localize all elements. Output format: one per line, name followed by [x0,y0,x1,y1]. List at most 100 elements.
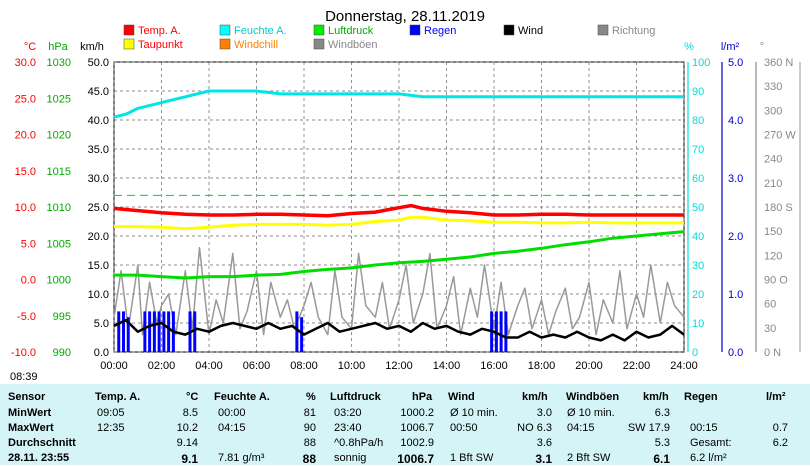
tick-label-direction: 330 [764,81,782,93]
tick-label-direction: 240 [764,154,782,166]
tick-label-direction: 0 N [764,347,781,359]
tick-label-temp: -5.0 [17,311,36,323]
tick-label-humidity: 50 [692,202,704,214]
tick-label-direction: 60 [764,299,776,311]
table-cell-temp_v: 9.14 [176,437,198,449]
rain-bar [300,317,304,352]
tick-label-humidity: 60 [692,173,704,185]
tick-label-temp: 25.0 [15,93,36,105]
table-cell-gust_t: 2 Bft SW [567,452,611,464]
clock-label: 08:39 [10,371,38,383]
tick-label-wind: 15.0 [88,260,109,272]
legend-swatch [219,24,231,36]
table-cell-hum_v: 90 [303,422,316,434]
hdr-rain-unit: l/m² [766,391,786,403]
tick-label-wind: 30.0 [88,173,109,185]
tick-label-humidity: 80 [692,115,704,127]
tick-label-pressure: 1020 [47,130,71,142]
tick-label-rain: 3.0 [728,173,743,185]
table-cell-wind_v: NO 6.3 [517,422,552,434]
tick-label-wind: 10.0 [88,289,109,301]
tick-label-direction: 180 S [764,202,793,214]
rain-bar [117,311,121,352]
legend-label: Richtung [612,25,655,37]
hdr-sensor: Sensor [8,391,46,403]
table-cell-press_v: 1002.9 [400,437,434,449]
tick-label-pressure: 1000 [47,275,71,287]
table-cell-temp_t: 09:05 [97,407,125,419]
table-cell-gust_t: Ø 10 min. [567,407,615,419]
tick-label-rain: 1.0 [728,289,743,301]
rain-bar [162,311,166,352]
hdr-rain: Regen [684,391,718,403]
tick-label-pressure: 1015 [47,166,71,178]
table-cell-rain_t: Gesamt: [690,437,732,449]
tick-label-direction: 360 N [764,57,793,69]
tick-label-temp: 10.0 [15,202,36,214]
table-cell-rain_v: 6.2 [772,437,788,449]
axis-label-rain: l/m² [721,41,740,53]
tick-label-wind: 0.0 [94,347,109,359]
tick-label-wind: 45.0 [88,86,109,98]
rain-bar [152,311,156,352]
table-cell-wind_v: 3.1 [535,452,552,466]
legend-label: Temp. A. [138,25,181,37]
table-cell-label: MinWert [8,407,52,419]
tick-label-pressure: 995 [53,311,71,323]
axis-label-direction: ° [760,41,764,53]
hdr-temp: Temp. A. [95,391,141,403]
tick-label-humidity: 10 [692,318,704,330]
tick-label-direction: 210 [764,178,782,190]
table-cell-wind_t: 1 Bft SW [450,452,494,464]
legend-swatch [123,38,135,50]
tick-label-rain: 5.0 [728,57,743,69]
legend-label: Windchill [234,39,278,51]
hdr-press-unit: hPa [412,391,433,403]
table-cell-wind_t: 00:50 [450,422,478,434]
tick-label-rain: 4.0 [728,115,743,127]
rain-bar [157,311,161,352]
tick-label-humidity: 90 [692,86,704,98]
tick-label-wind: 5.0 [94,318,109,330]
tick-label-wind: 25.0 [88,202,109,214]
table-cell-wind_t: Ø 10 min. [450,407,498,419]
rain-bar [499,311,503,352]
legend-swatch [503,24,515,36]
tick-label-temp: -10.0 [11,347,36,359]
hdr-gust-unit: km/h [643,391,669,403]
hdr-wind-unit: km/h [522,391,548,403]
axis-label-pressure: hPa [48,41,68,53]
rain-bar [148,311,152,352]
hdr-hum-unit: % [306,391,316,403]
tick-label-temp: 5.0 [21,238,36,250]
tick-label-direction: 270 W [764,130,796,142]
axis-label-wind: km/h [80,41,104,53]
chart-title: Donnerstag, 28.11.2019 [325,8,485,25]
series-taupunkt [114,215,684,231]
legend-swatch [123,24,135,36]
tick-label-humidity: 40 [692,231,704,243]
table-cell-hum_v: 88 [303,437,316,449]
tick-label-humidity: 100 [692,57,710,69]
table-cell-wind_v: 3.6 [536,437,552,449]
tick-label-direction: 120 [764,250,782,262]
axis-label-humidity: % [684,41,694,53]
legend-label: Regen [424,25,456,37]
table-cell-press_v: 1006.7 [397,452,434,466]
table-cell-gust_v: 6.3 [654,407,670,419]
rain-bar [193,311,197,352]
legend-label: Luftdruck [328,25,374,37]
table-cell-gust_v: 6.1 [653,452,670,466]
table-cell-press_v: 1006.7 [400,422,434,434]
tick-label-direction: 30 [764,323,776,335]
hdr-hum: Feuchte A. [214,391,270,403]
table-cell-press_t: 03:20 [334,407,362,419]
table-cell-gust_v: SW 17.9 [627,422,670,434]
hdr-temp-unit: °C [186,391,199,403]
table-cell-gust_t: 04:15 [567,422,595,434]
table-cell-temp_v: 8.5 [182,407,198,419]
tick-label-temp: 30.0 [15,57,36,69]
table-cell-wind_v: 3.0 [536,407,552,419]
table-cell-label: Durchschnitt [8,437,76,449]
